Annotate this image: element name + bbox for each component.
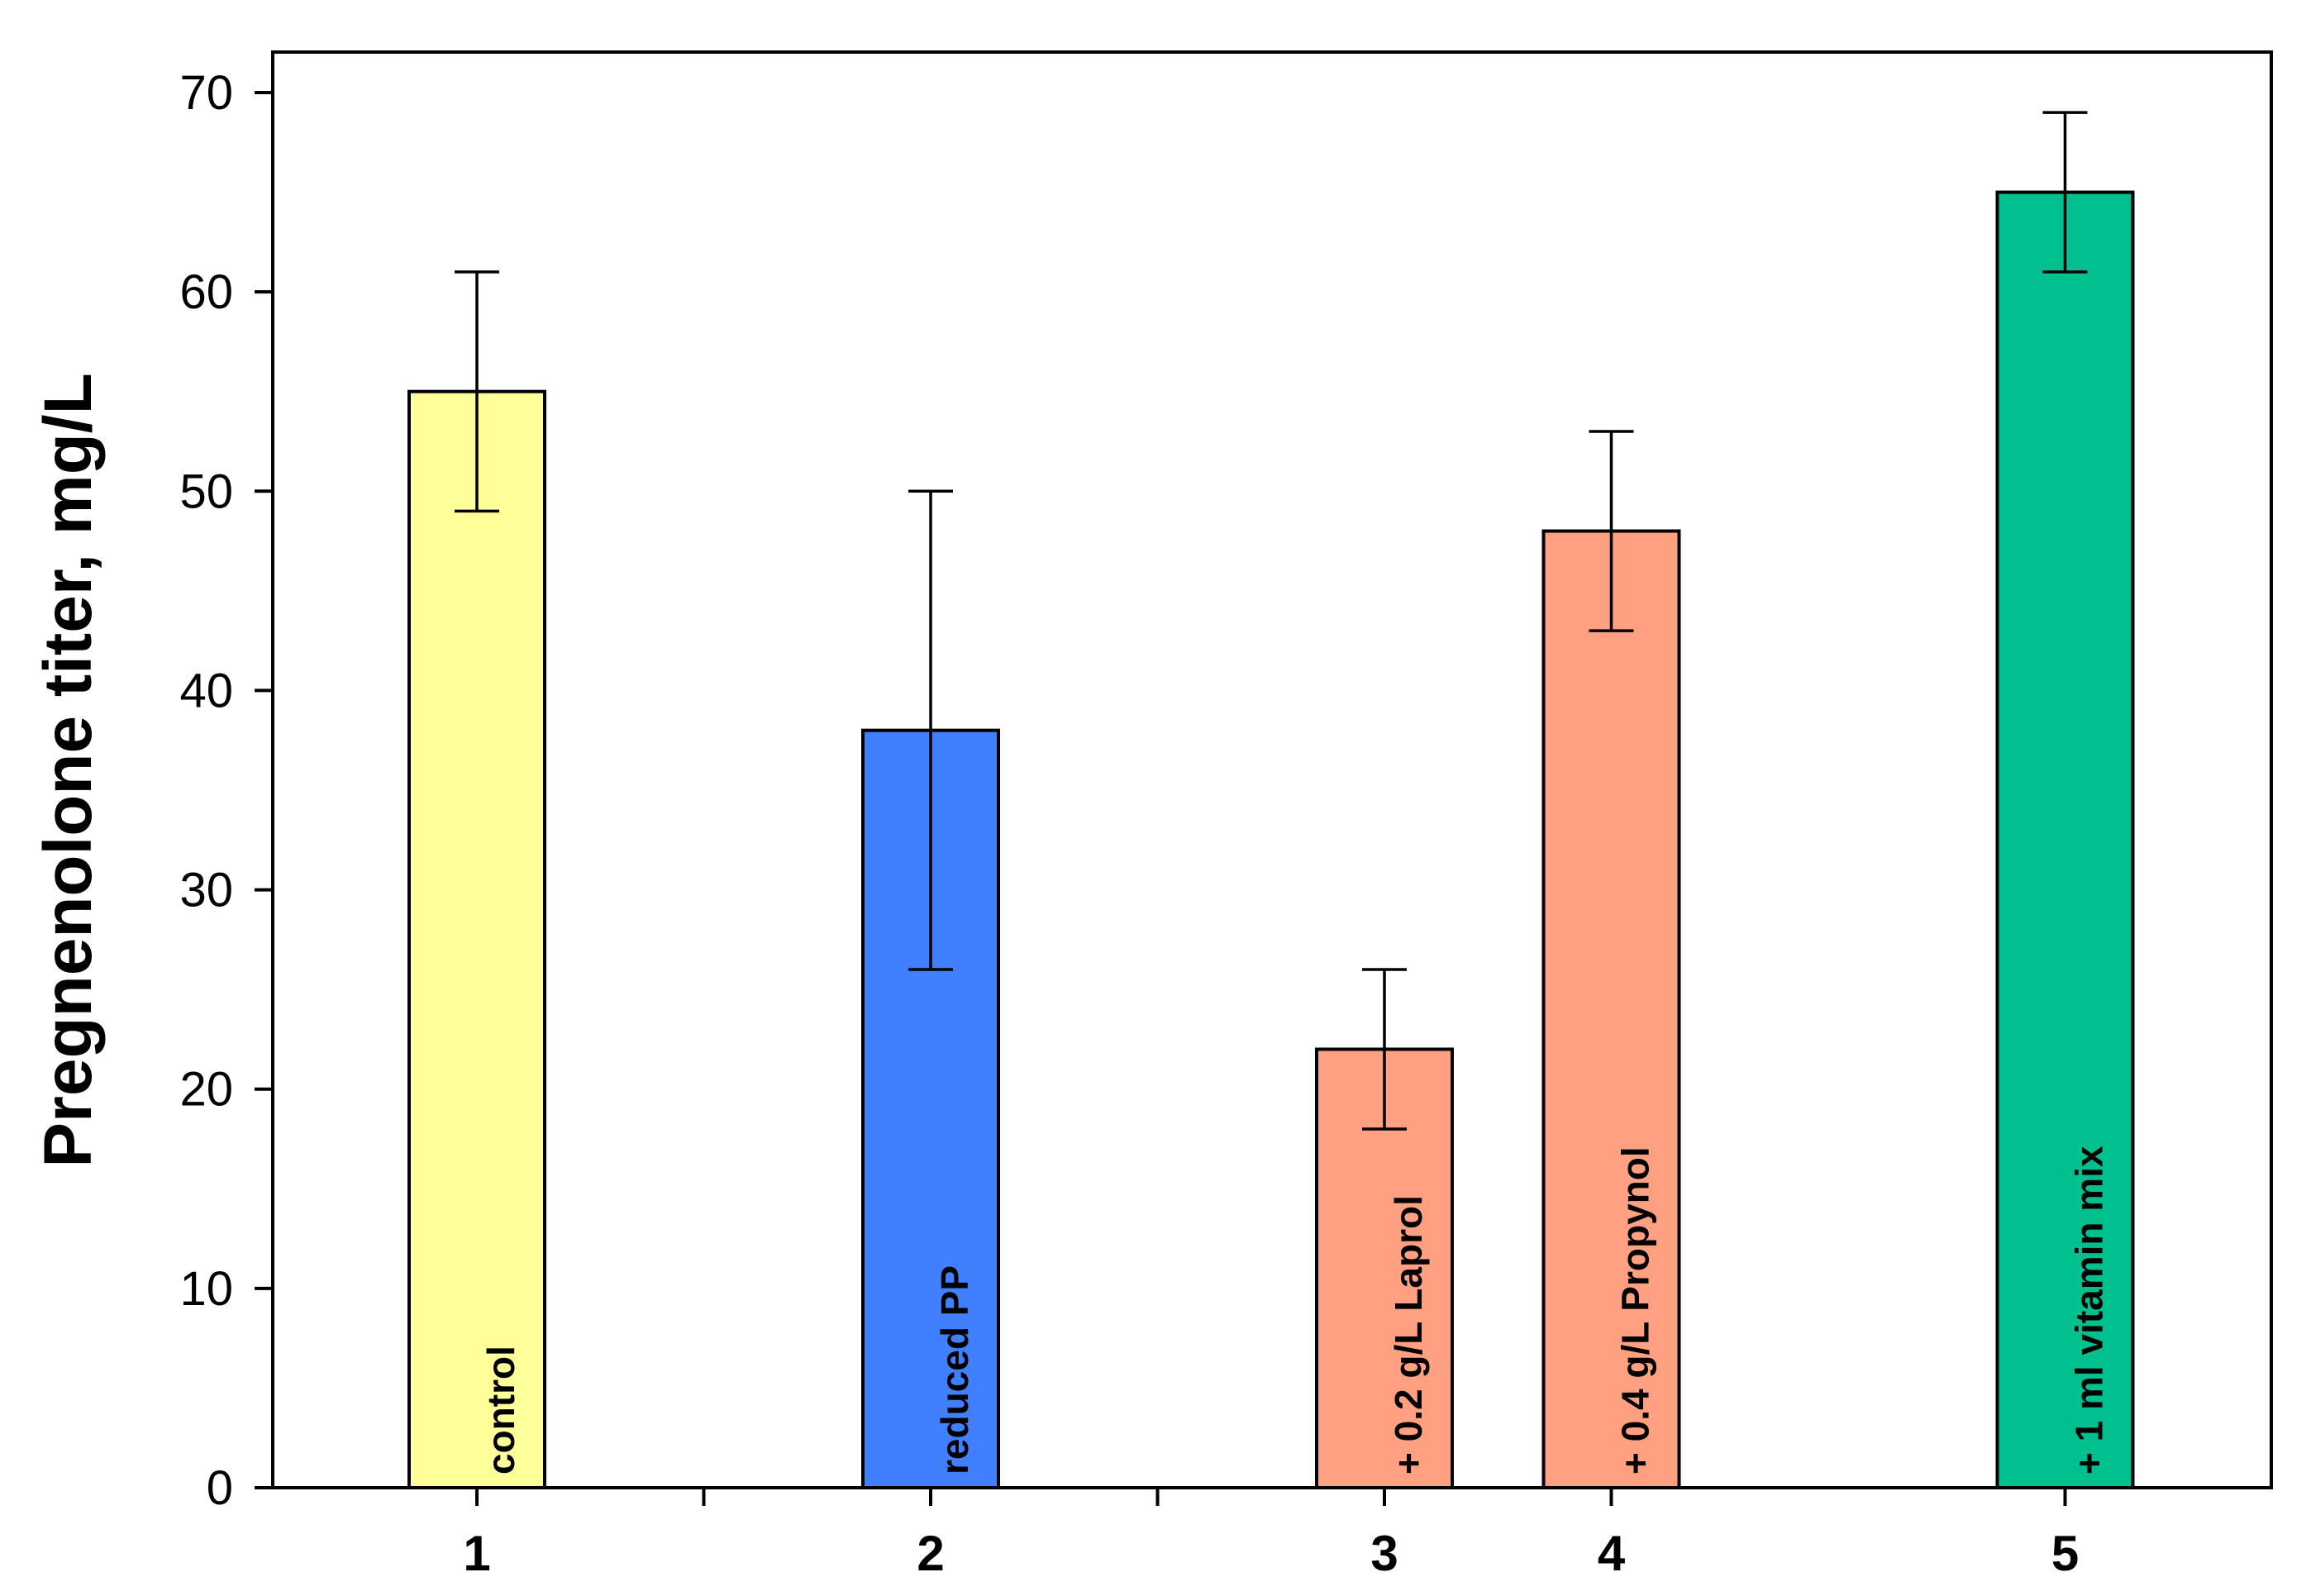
bar-annotation: reduced PP	[933, 1265, 976, 1475]
y-tick-label: 50	[179, 465, 233, 518]
y-tick-label: 10	[179, 1262, 233, 1316]
bars	[407, 190, 2135, 1490]
bar-annotation: + 0.2 g/L Laprol	[1387, 1195, 1430, 1475]
y-tick-label: 20	[179, 1063, 233, 1117]
x-tick-label: 5	[2051, 1526, 2079, 1581]
y-tick-label: 40	[179, 664, 233, 717]
y-tick-label: 0	[207, 1461, 233, 1515]
bar-1	[407, 389, 546, 1490]
bar-4	[1541, 529, 1681, 1489]
x-tick-label: 2	[917, 1526, 944, 1581]
y-tick-label: 60	[179, 265, 233, 319]
y-tick-label: 30	[179, 864, 233, 917]
bar-annotation: + 1 ml vitamin mix	[2068, 1146, 2111, 1475]
bar-annotation: control	[479, 1346, 522, 1475]
x-tick-label: 1	[463, 1526, 490, 1581]
y-axis-ticks: 0 10 20 30 40 50 60 70	[179, 66, 273, 1515]
error-bars	[455, 111, 2088, 1131]
plot-frame	[271, 50, 2273, 1489]
y-tick-label: 70	[179, 66, 233, 120]
bar-5	[1995, 190, 2135, 1490]
bar-annotations: control reduced PP + 0.2 g/L Laprol + 0.4 g…	[479, 1146, 2111, 1475]
bar-annotation: + 0.4 g/L Propynol	[1614, 1146, 1657, 1475]
y-axis-label: Pregnenolone titer, mg/L	[31, 373, 106, 1167]
x-tick-label: 3	[1370, 1526, 1398, 1581]
x-axis-ticks: 1 2 3 4 5	[463, 1488, 2079, 1581]
x-tick-label: 4	[1598, 1526, 1626, 1581]
